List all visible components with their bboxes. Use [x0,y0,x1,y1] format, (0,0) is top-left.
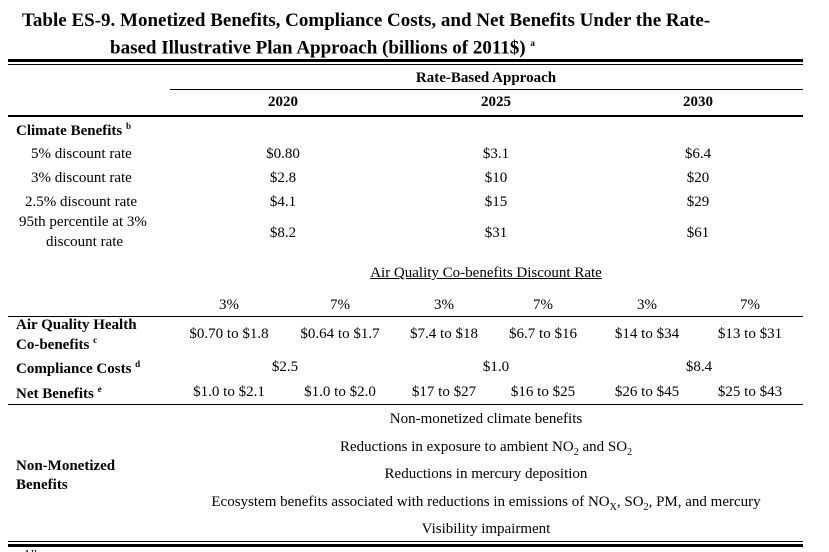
climate-row-label: 2.5% discount rate [25,194,138,210]
title-note-mark: a [530,38,535,48]
climate-value: $61 [686,225,710,241]
aq-health-value: $7.4 to $18 [410,326,478,342]
climate-value: $10 [484,170,508,186]
non-monetized-item: Visibility impairment [421,521,551,537]
compliance-value: $8.4 [685,359,713,375]
non-monetized-label: Benefits [16,477,68,493]
discount-rate: 3% [434,297,454,313]
net-value: $17 to $27 [411,384,477,400]
climate-value: $6.4 [684,146,712,162]
aq-health-value: $14 to $34 [614,326,680,342]
climate-row-label: discount rate [46,234,124,250]
non-monetized-item: Reductions in mercury deposition [384,466,588,482]
discount-rate: 7% [533,297,553,313]
climate-value: $29 [686,194,710,210]
compliance-value: $1.0 [482,359,510,375]
air-quality-subheader: Air Quality Co-benefits Discount Rate [370,265,602,281]
climate-value: $3.1 [482,146,510,162]
bottom-rule-thin [8,541,803,542]
aq-health-value: $6.7 to $16 [509,326,577,342]
climate-value: $20 [686,170,710,186]
aq-health-value: $0.70 to $1.8 [189,326,269,342]
non-monetized-item: Reductions in exposure to ambient NO2 an… [339,439,633,458]
net-benefits-label: Net Benefits e [16,384,102,402]
net-value: $1.0 to $2.0 [304,384,376,400]
header-rule [8,115,803,117]
aq-health-value: $13 to $31 [717,326,783,342]
discount-rate: 7% [330,297,350,313]
climate-value: $4.1 [269,194,297,210]
compliance-value: $2.5 [271,359,299,375]
climate-value: $2.8 [269,170,297,186]
top-rule-thick [8,59,803,62]
compliance-costs-label: Compliance Costs d [16,359,141,377]
net-rule [8,404,803,405]
compliance-note-mark: d [135,359,141,369]
climate-value: $8.2 [269,225,297,241]
discount-rate: 7% [740,297,760,313]
net-note-mark: e [97,384,102,394]
year-2025: 2025 [481,94,511,110]
climate-benefits-label: Climate Benefits b [16,121,131,139]
aq-health-note-mark: c [93,335,98,345]
top-rule-thin [8,64,803,65]
discount-rate: 3% [219,297,239,313]
group-header: Rate-Based Approach [415,70,557,86]
non-monetized-item: Ecosystem benefits associated with reduc… [211,494,761,513]
net-value: $16 to $25 [510,384,576,400]
aq-health-value: $0.64 to $1.7 [300,326,380,342]
year-2030: 2030 [683,94,713,110]
aq-health-label: Air Quality Health [16,317,137,333]
net-value: $25 to $43 [717,384,783,400]
aq-health-label: Co-benefits c [16,335,98,353]
non-monetized-item: Non-monetized climate benefits [389,411,583,427]
table-title-line1: Table ES-9. Monetized Benefits, Complian… [22,10,711,31]
climate-row-label: 3% discount rate [31,170,132,186]
non-monetized-label: Non-Monetized [16,458,116,474]
footnote-partial: a All ... [16,548,48,552]
net-value: $1.0 to $2.1 [193,384,265,400]
net-value: $26 to $45 [614,384,680,400]
bottom-rule-thick [8,544,803,547]
climate-value: $31 [484,225,508,241]
year-2020: 2020 [268,94,298,110]
climate-value: $15 [484,194,508,210]
climate-row-label: 5% discount rate [31,146,132,162]
group-header-rule [170,89,803,90]
climate-value: $0.80 [266,146,300,162]
climate-note-mark: b [125,121,131,131]
climate-row-label: 95th percentile at 3% [19,214,147,230]
table-title-line2: based Illustrative Plan Approach (billio… [110,37,535,59]
rates-rule [8,316,803,317]
discount-rate: 3% [637,297,657,313]
